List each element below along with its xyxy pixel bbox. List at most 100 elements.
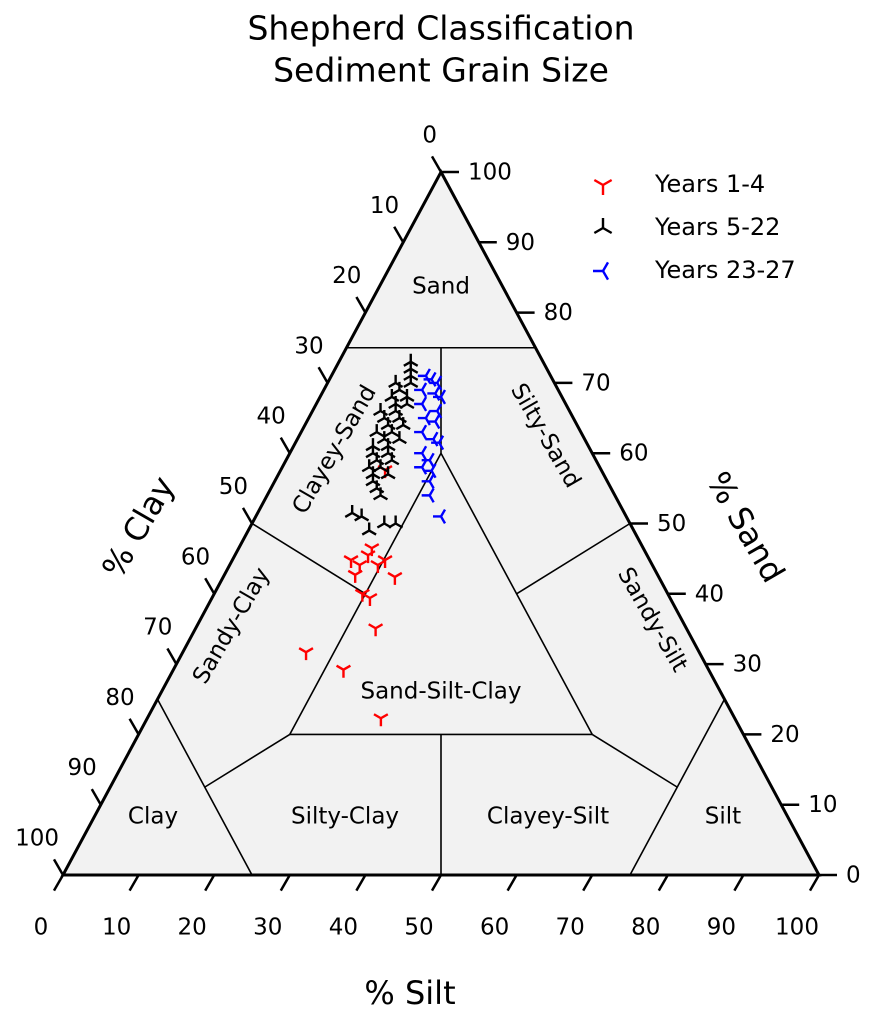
data-point xyxy=(395,417,411,431)
silt-tick xyxy=(52,874,65,892)
sand-tick-label: 30 xyxy=(733,652,762,678)
region-boundary xyxy=(289,452,442,735)
data-point xyxy=(414,396,428,412)
sand-tick-label: 80 xyxy=(544,300,573,326)
clay-tick xyxy=(52,858,65,876)
data-point xyxy=(377,555,393,569)
sand-tick-label: 100 xyxy=(468,160,512,186)
clay-tick xyxy=(355,296,367,314)
data-point xyxy=(368,623,384,637)
clay-tick-label: 0 xyxy=(422,123,437,149)
legend-marker xyxy=(593,261,610,281)
silt-tick xyxy=(657,874,669,892)
silt-tick xyxy=(279,874,291,892)
clay-tick-label: 30 xyxy=(294,333,323,359)
region-label: Clay xyxy=(128,804,178,830)
data-point xyxy=(433,389,447,405)
clay-tick xyxy=(166,647,178,665)
data-point xyxy=(347,569,363,583)
silt-tick-label: 90 xyxy=(707,915,736,941)
data-point xyxy=(421,473,435,489)
sand-tick-label: 90 xyxy=(506,230,535,256)
data-point xyxy=(372,487,389,501)
sand-tick-label: 50 xyxy=(657,511,686,537)
silt-tick-label: 80 xyxy=(631,915,660,941)
silt-tick xyxy=(128,874,140,892)
sand-tick-label: 0 xyxy=(846,863,861,889)
data-point xyxy=(373,713,389,727)
clay-tick xyxy=(241,507,254,525)
data-point xyxy=(429,375,443,391)
region-boundary xyxy=(440,452,593,735)
data-point xyxy=(421,487,435,503)
data-point xyxy=(414,382,428,398)
legend-marker xyxy=(593,218,613,235)
region-boundary xyxy=(629,698,726,876)
sand-tick-label: 70 xyxy=(581,370,610,396)
silt-tick-label: 30 xyxy=(253,915,282,941)
clay-tick xyxy=(430,155,443,173)
clay-tick xyxy=(317,366,329,384)
region-boundary xyxy=(516,522,631,595)
region-boundary xyxy=(156,698,253,876)
silt-tick xyxy=(808,874,821,892)
sand-tick-label: 60 xyxy=(619,441,648,467)
clay-tick xyxy=(90,788,102,806)
data-point xyxy=(414,424,428,440)
data-point xyxy=(298,647,314,661)
silt-tick-label: 100 xyxy=(775,915,819,941)
silt-tick-label: 50 xyxy=(404,915,433,941)
clay-tick xyxy=(279,436,291,454)
data-point xyxy=(414,445,428,461)
data-point xyxy=(391,381,407,395)
data-point xyxy=(372,459,389,473)
silt-tick-label: 60 xyxy=(480,915,509,941)
data-point xyxy=(433,508,447,524)
region-label: Silt xyxy=(705,804,741,830)
legend-label: Years 1-4 xyxy=(654,170,765,198)
clay-tick-label: 20 xyxy=(332,263,361,289)
chart-subtitle: Sediment Grain Size xyxy=(273,51,609,90)
data-point xyxy=(380,466,396,480)
region-boundary xyxy=(591,733,678,788)
silt-tick xyxy=(204,874,216,892)
data-point xyxy=(384,424,400,438)
legend-label: Years 5-22 xyxy=(654,213,780,241)
data-point xyxy=(370,559,386,573)
plot-area xyxy=(63,172,819,875)
region-boundary xyxy=(204,733,291,788)
clay-tick-label: 100 xyxy=(15,826,59,852)
silt-tick xyxy=(582,874,594,892)
clay-tick-label: 50 xyxy=(219,474,248,500)
data-point xyxy=(431,435,445,451)
data-point xyxy=(427,414,441,430)
silt-tick-label: 20 xyxy=(178,915,207,941)
silt-tick-label: 40 xyxy=(329,915,358,941)
data-point xyxy=(429,403,443,419)
data-point xyxy=(399,395,415,410)
clay-tick xyxy=(393,226,405,243)
clay-tick-label: 90 xyxy=(68,755,97,781)
clay-tick-label: 80 xyxy=(105,685,134,711)
region-label: Clayey-Silt xyxy=(487,804,609,830)
region-label: Sand-Silt-Clay xyxy=(360,679,521,705)
clay-tick xyxy=(128,718,140,736)
data-point xyxy=(344,504,360,518)
clay-tick-label: 60 xyxy=(181,544,210,570)
sand-tick-label: 40 xyxy=(695,581,724,607)
data-point xyxy=(384,452,400,466)
data-point xyxy=(361,522,377,536)
data-point xyxy=(369,424,385,438)
legend-marker xyxy=(593,178,613,195)
region-label: Silty-Clay xyxy=(291,804,399,830)
silt-tick-label: 10 xyxy=(102,915,131,941)
data-point xyxy=(335,664,352,678)
chart-title: Shepherd Classification xyxy=(247,9,634,48)
data-point xyxy=(391,431,407,445)
data-point xyxy=(388,515,404,529)
silt-tick xyxy=(430,874,443,892)
silt-tick xyxy=(355,874,367,892)
sand-axis-title: % Sand xyxy=(699,465,792,589)
data-point xyxy=(387,571,403,585)
